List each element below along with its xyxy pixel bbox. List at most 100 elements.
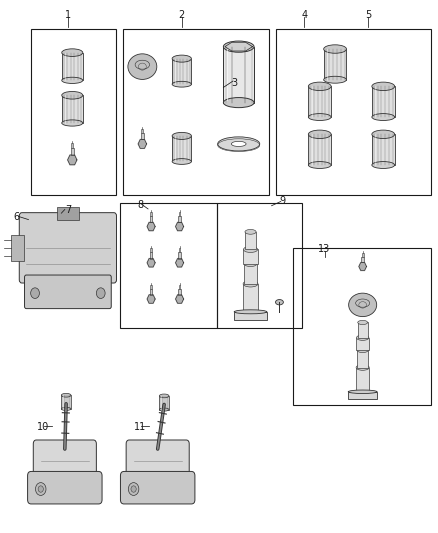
Ellipse shape [172,82,191,87]
FancyBboxPatch shape [28,472,102,504]
Text: 10: 10 [37,423,49,432]
Text: 3: 3 [231,78,237,87]
Ellipse shape [128,54,157,79]
Text: 6: 6 [14,213,20,222]
Ellipse shape [372,161,395,168]
Ellipse shape [324,76,346,83]
Text: 13: 13 [318,244,330,254]
Polygon shape [138,140,147,148]
Circle shape [38,486,43,492]
Bar [150,253,152,259]
Bar [179,212,180,216]
Ellipse shape [243,281,258,287]
Bar [150,248,152,253]
Bar [141,129,143,133]
Bar [357,338,369,350]
Ellipse shape [356,365,369,370]
Polygon shape [176,295,184,303]
Text: 11: 11 [134,423,146,432]
Ellipse shape [349,293,377,317]
Ellipse shape [348,390,377,393]
Bar [62,53,83,80]
Ellipse shape [223,41,254,52]
Bar [348,392,377,399]
Bar [357,350,368,368]
Polygon shape [176,259,184,267]
Bar [308,86,331,117]
Bar [172,136,191,161]
Ellipse shape [61,393,71,397]
Bar [293,248,431,405]
Bar [178,253,181,259]
Bar [62,95,83,123]
Bar [244,249,258,264]
Bar [372,86,395,117]
Ellipse shape [308,82,331,91]
Bar [178,216,181,222]
Bar [234,312,267,320]
Ellipse shape [244,261,257,266]
Ellipse shape [358,320,367,325]
Text: 9: 9 [279,196,286,206]
Bar [217,203,302,328]
Ellipse shape [244,246,258,253]
Ellipse shape [159,408,169,411]
Polygon shape [147,222,155,231]
FancyBboxPatch shape [126,440,189,482]
Circle shape [128,483,139,496]
Bar [308,134,331,165]
Ellipse shape [372,130,395,139]
Bar [172,59,191,84]
Bar [372,134,395,165]
Bar [71,143,73,148]
Polygon shape [359,263,367,270]
Bar [150,216,152,222]
Polygon shape [147,259,155,267]
Ellipse shape [223,98,254,108]
Text: 7: 7 [65,205,71,215]
FancyBboxPatch shape [19,213,117,283]
Ellipse shape [234,310,267,314]
Text: 8: 8 [137,200,143,209]
Bar [179,248,180,253]
Bar [61,395,71,409]
Bar [123,29,269,195]
Ellipse shape [372,82,395,91]
Ellipse shape [324,45,346,53]
Bar [356,368,369,392]
Bar [276,29,431,195]
Text: 5: 5 [365,10,371,20]
Bar [324,49,346,80]
Bar [243,284,258,312]
Ellipse shape [276,300,283,305]
Bar [358,322,367,338]
Bar [31,29,116,195]
Ellipse shape [308,161,331,168]
Ellipse shape [159,394,169,398]
Ellipse shape [62,77,83,84]
Bar [120,203,217,328]
Ellipse shape [308,130,331,139]
Text: 1: 1 [65,10,71,20]
Bar [244,264,257,284]
Circle shape [35,483,46,496]
Polygon shape [147,295,155,303]
Bar [159,396,169,409]
Circle shape [96,288,105,298]
Ellipse shape [357,348,368,352]
Bar [178,289,181,295]
Bar [223,47,254,102]
Bar [245,232,256,249]
Ellipse shape [357,335,369,341]
Bar [57,207,79,220]
Ellipse shape [172,132,191,140]
FancyBboxPatch shape [25,275,111,309]
Ellipse shape [62,92,83,99]
Ellipse shape [245,230,256,234]
Text: 2: 2 [179,10,185,20]
Bar [362,253,364,257]
Ellipse shape [61,407,71,410]
Polygon shape [176,222,184,231]
Bar [361,257,364,262]
FancyBboxPatch shape [120,472,195,504]
